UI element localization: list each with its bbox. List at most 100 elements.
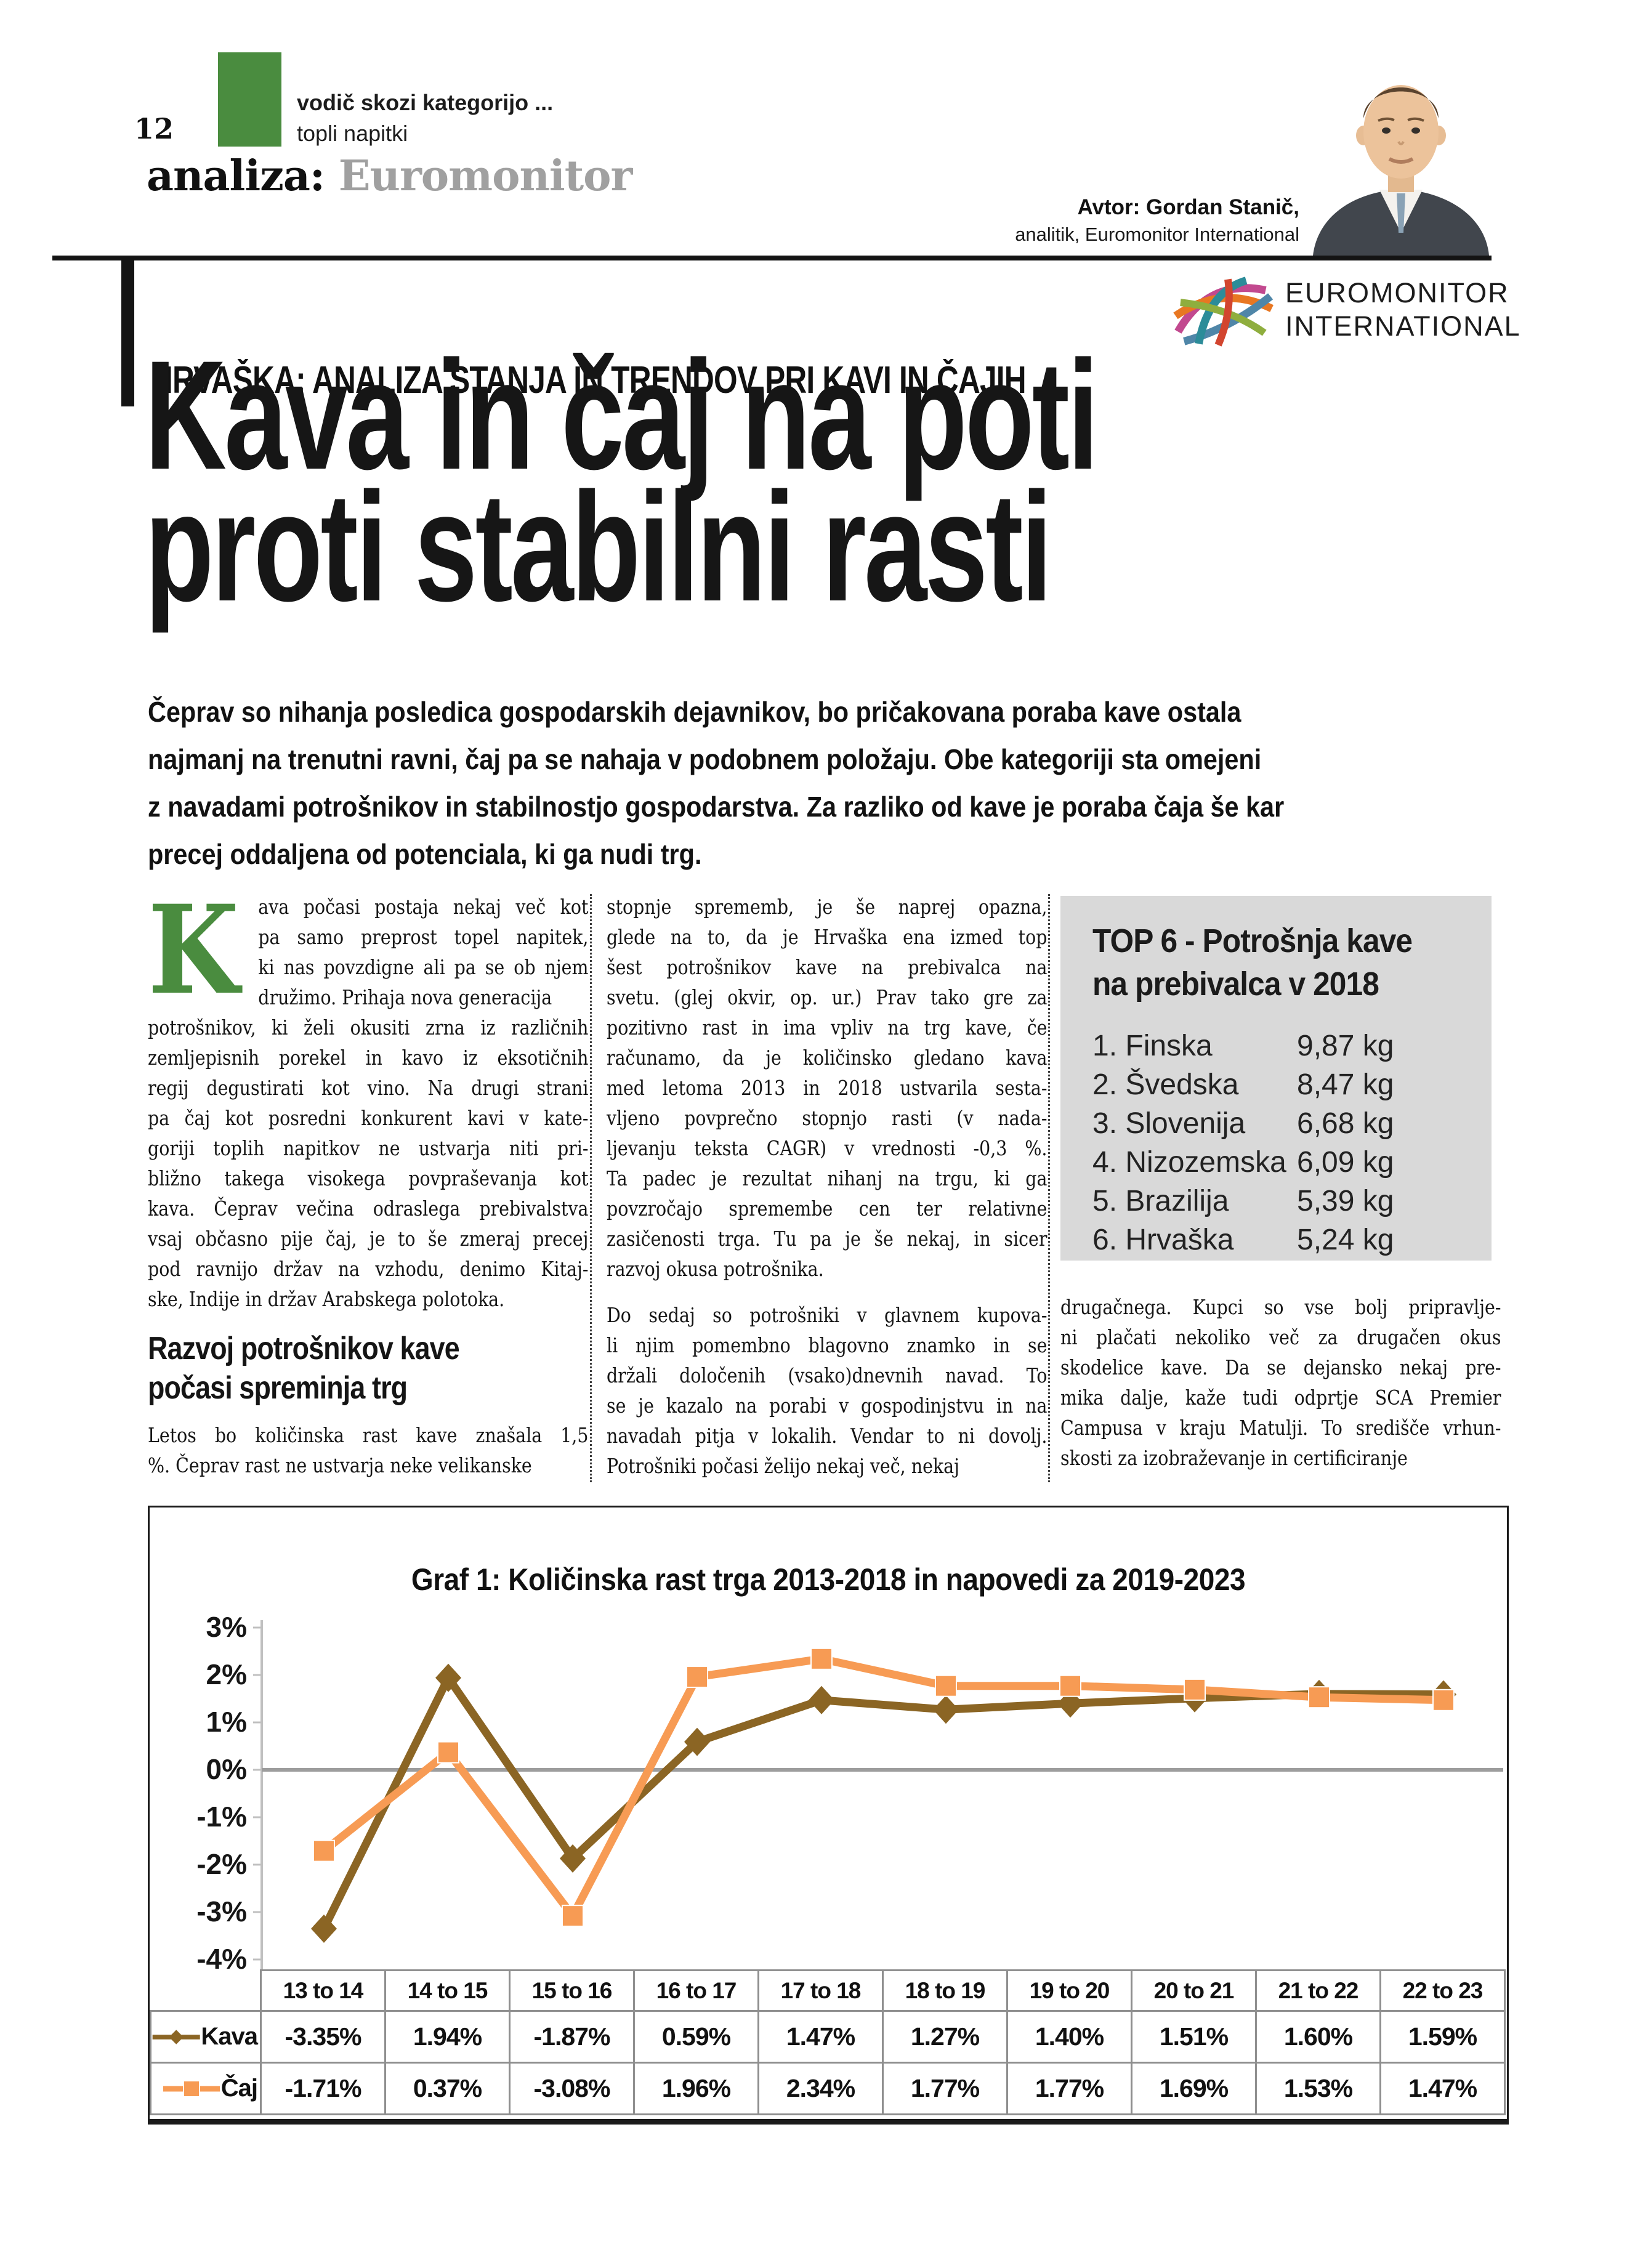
line-chart: 3% 2% 1% 0% -1% -2% -3% -4%	[196, 1611, 1503, 1969]
masthead-prefix: analiza:	[147, 151, 325, 201]
category-header: 13 to 14	[260, 1969, 386, 2012]
column-separator	[1048, 894, 1050, 1482]
nose	[1397, 141, 1405, 145]
y-axis-label: -2%	[196, 1848, 247, 1880]
body-column-2: stopnje sprememb, je še naprej opazna, gl…	[607, 892, 1047, 1481]
eye	[1382, 127, 1391, 134]
kicker: vodič skozi kategorijo ... topli napitki	[297, 87, 553, 149]
text-line: svetu. (glej okvir, op. ur.) Prav tako g…	[607, 985, 1048, 1009]
legend-diamond-icon	[152, 2029, 200, 2044]
category-header: 15 to 16	[509, 1969, 635, 2012]
text-line: Potrošniki počasi želijo nekaj več, neka…	[607, 1454, 959, 1478]
author-block: Avtor: Gordan Stanič, analitik, Euromoni…	[862, 193, 1299, 248]
value-cell: -1.87%	[509, 2010, 635, 2064]
text-line: potrošnikov, ki želi okusiti zrna iz raz…	[148, 1015, 589, 1039]
text-line: ni plačati nekoliko več za drugačen okus	[1060, 1325, 1501, 1349]
value-cell: 1.47%	[1379, 2062, 1506, 2115]
logo-wordmark: EUROMONITOR INTERNATIONAL	[1285, 276, 1521, 343]
legend-cell: Kava	[150, 2010, 262, 2064]
top6-list: 1. Finska 9,87 kg 2. Švedska 8,47 kg 3. Slov…	[1092, 1027, 1463, 1259]
euromonitor-logo: EUROMONITOR INTERNATIONAL	[1173, 270, 1580, 350]
author-name: Avtor: Gordan Stanič,	[1077, 195, 1299, 219]
category-header: 17 to 18	[757, 1969, 884, 2012]
chart-panel: 3% 2% 1% 0% -1% -2% -3% -4% Graf 1: Količinska …	[148, 1506, 1509, 2125]
marker-square	[437, 1741, 459, 1764]
text-line: vsaj občasno pije čaj, je to še zmeraj p…	[148, 1227, 589, 1251]
text-line: ljevanju teksta CAGR) v vrednosti -0,3 %…	[607, 1136, 1048, 1160]
table-header-row: 13 to 14 14 to 15 15 to 16 16 to 17 17 to 18…	[150, 1969, 1506, 2012]
value-cell: 1.60%	[1255, 2010, 1381, 2064]
top6-country: 5. Brazilija	[1092, 1185, 1229, 1217]
text-line: med letoma 2013 in 2018 ustvarila sesta-	[607, 1076, 1048, 1100]
text-line: počasi spreminja trg	[148, 1370, 408, 1406]
text-line: Do sedaj so potrošniki v glavnem kupova-	[607, 1303, 1048, 1327]
logo-line1: EUROMONITOR	[1285, 277, 1509, 309]
value-cell: 2.34%	[757, 2062, 884, 2115]
text-line: najmanj na trenutni ravni, čaj pa se nah…	[148, 743, 1262, 775]
category-header: 16 to 17	[633, 1969, 759, 2012]
section-marker-bar	[121, 260, 134, 406]
paragraph: Do sedaj so potrošniki v glavnem kupova-…	[607, 1300, 1047, 1481]
section-header: HRVAŠKA: ANALIZA STANJA IN TRENDOV PRI K…	[151, 359, 1027, 402]
value-cell: 0.59%	[633, 2010, 759, 2064]
text-line: kava. Čeprav večina odraslega prebivalst…	[148, 1197, 589, 1221]
chart-data-table: 13 to 14 14 to 15 15 to 16 16 to 17 17 to 18…	[150, 1969, 1506, 2115]
text-line: z navadami potrošnikov in stabilnostjo g…	[148, 791, 1285, 823]
top6-country: 2. Švedska	[1092, 1068, 1239, 1101]
text-line: pa čaj kot posredni konkurent kavi v kat…	[148, 1106, 589, 1130]
text-line: %. Čeprav rast ne ustvarja neke velikans…	[148, 1453, 532, 1477]
top6-title: TOP 6 - Potrošnja kave na prebivalca v 20…	[1092, 919, 1413, 1006]
top6-item: 1. Finska 9,87 kg	[1092, 1027, 1463, 1065]
body-column-1: K ava počasi postaja nekaj več kot pa sam…	[148, 878, 589, 1480]
face	[1363, 85, 1439, 179]
top6-country: 4. Nizozemska	[1092, 1146, 1286, 1179]
text-line: zasičenosti trga. Tu pa je še nekaj, in …	[607, 1227, 1048, 1251]
value-cell: 1.77%	[882, 2062, 1008, 2115]
paragraph: ava počasi postaja nekaj več kot pa samo …	[148, 892, 588, 1012]
text-line: pozitivno rast in ima vpliv na trg kave,…	[607, 1015, 1048, 1039]
marker-diamond	[684, 1727, 710, 1756]
marker-square	[810, 1647, 833, 1670]
text-line: Čeprav so nihanja posledica gospodarskih…	[148, 696, 1241, 728]
text-line: Letos bo količinska rast kave znašala 1,…	[148, 1423, 589, 1447]
legend-cell: Čaj	[150, 2062, 262, 2115]
category-header: 22 to 23	[1379, 1969, 1506, 2012]
value-cell: 1.47%	[757, 2010, 884, 2064]
paragraph: stopnje sprememb, je še naprej opazna, gl…	[607, 892, 1047, 1284]
drop-cap: K	[148, 878, 240, 1022]
marker-square	[1184, 1678, 1206, 1701]
marker-diamond	[809, 1685, 834, 1714]
text-line: razvoj okusa potrošnika.	[607, 1257, 824, 1281]
text-line: navadah pitja v lokalih. Vendar to ni do…	[607, 1424, 1048, 1448]
value-cell: 1.59%	[1379, 2010, 1506, 2064]
tie	[1397, 193, 1405, 233]
series-line-čaj	[321, 1655, 1444, 1920]
marker-square	[1308, 1686, 1330, 1709]
marker-square	[1059, 1674, 1081, 1697]
text-line: proti stabilni rasti	[145, 461, 1052, 634]
text-line: ki nas povzdigne ali pa se ob njem	[258, 955, 589, 979]
text-line: mika dalje, kaže tudi odprtje SCA Premie…	[1060, 1386, 1501, 1410]
text-line: pa samo preprost topel napitek,	[258, 925, 589, 949]
marker-diamond	[933, 1695, 959, 1724]
y-axis-label: 1%	[206, 1706, 247, 1738]
text-line: skosti za izobraževanje in certificiranj…	[1060, 1446, 1408, 1470]
marker-diamond	[1057, 1689, 1083, 1718]
category-header: 14 to 15	[384, 1969, 511, 2012]
value-cell: 1.96%	[633, 2062, 759, 2115]
top6-item: 3. Slovenija 6,68 kg	[1092, 1104, 1463, 1143]
top6-sidebar: TOP 6 - Potrošnja kave na prebivalca v 20…	[1060, 896, 1492, 1261]
value-cell: 1.40%	[1006, 2010, 1132, 2064]
marker-square	[686, 1666, 708, 1689]
text-line: Ta padec je rezultat nihanj na trgu, ki …	[607, 1166, 1048, 1190]
text-line: glede na to, da je Hrvaška ena izmed top	[607, 925, 1048, 949]
paragraph: drugačnega. Kupci so vse bolj pripravlje…	[1060, 1292, 1501, 1473]
text-line: se je kazalo na porabi v gospodinjstvu i…	[607, 1394, 1048, 1418]
value-cell: 1.53%	[1255, 2062, 1381, 2115]
text-line: regij degustirati kot vino. Na drugi str…	[148, 1076, 589, 1100]
top6-country: 1. Finska	[1092, 1030, 1213, 1062]
y-axis-label: -1%	[196, 1801, 247, 1833]
author-role: analitik, Euromonitor International	[1015, 224, 1299, 245]
text-line: TOP 6 - Potrošnja kave	[1092, 922, 1413, 959]
text-line: skodelice kave. Da se dejansko nekaj pre…	[1060, 1355, 1501, 1379]
